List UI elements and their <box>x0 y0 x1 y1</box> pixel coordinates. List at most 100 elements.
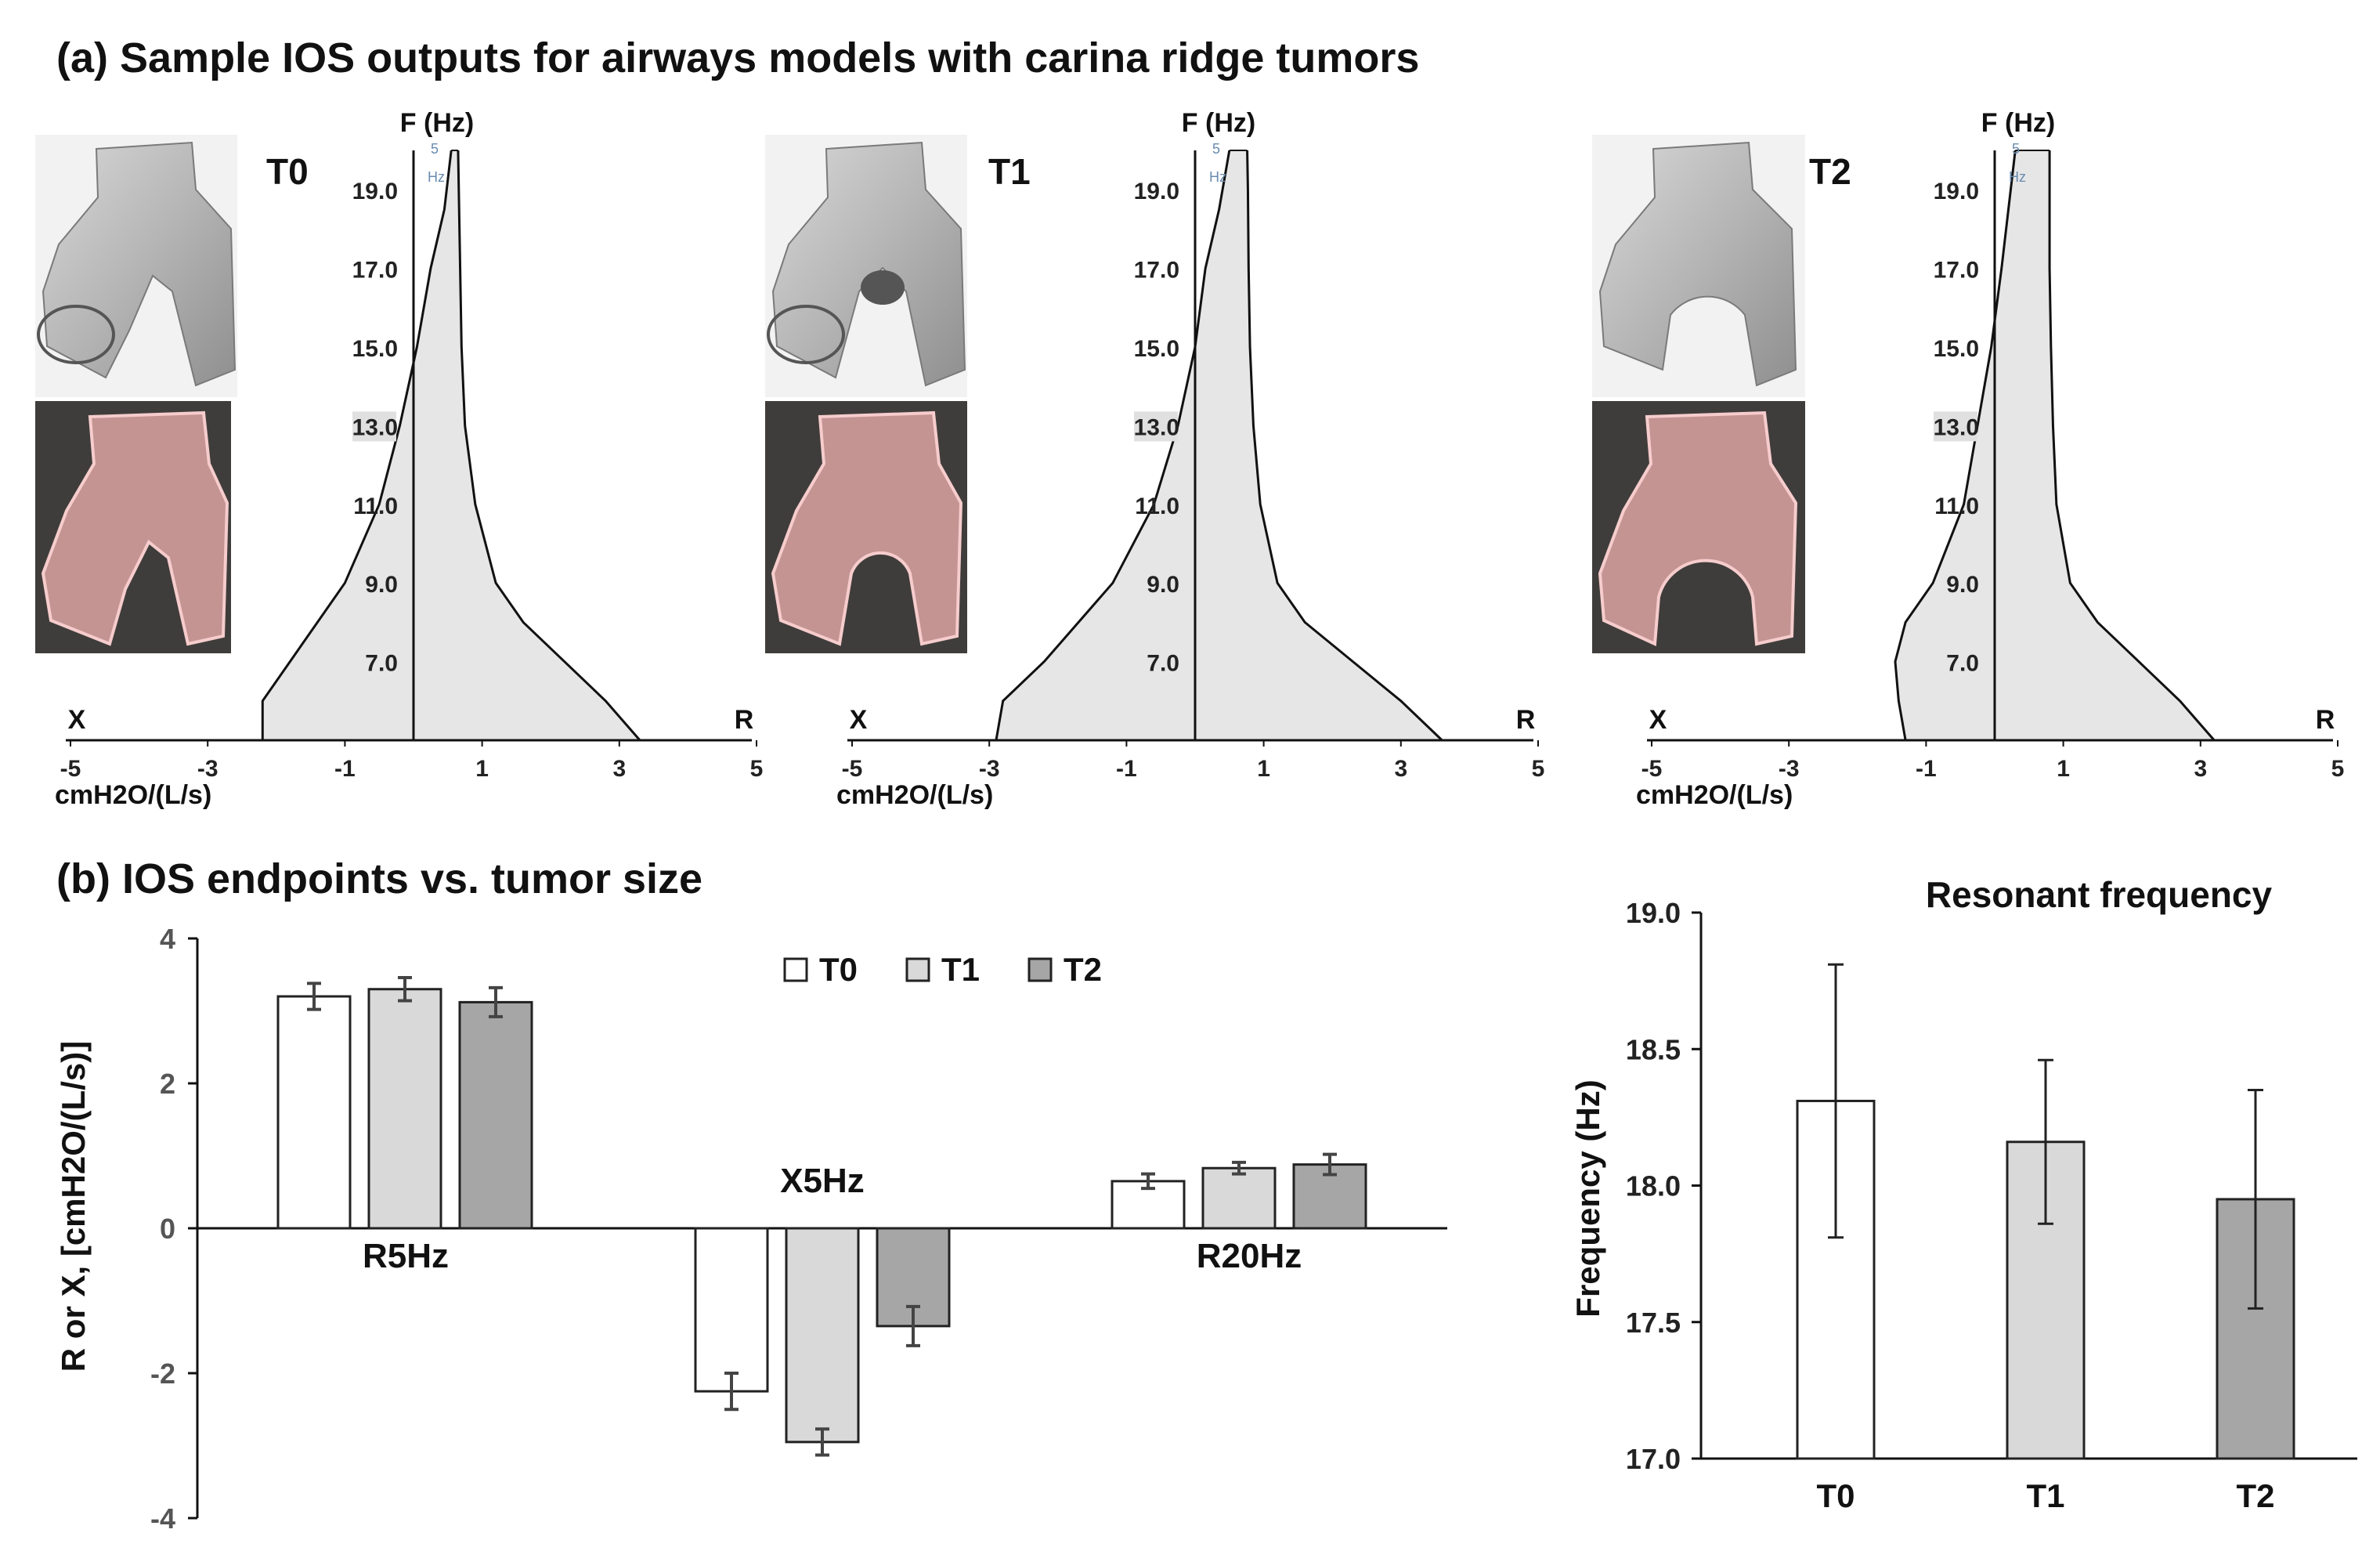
ios-r-label: R <box>735 705 754 735</box>
ios-hz-mark: Hz <box>428 169 445 185</box>
ios-five-mark: 5 <box>431 141 439 157</box>
endpoints-bar-chart: 4 2 0 -2 -4 R5Hz X5Hz R20Hz T0 T1 T2 <box>150 923 1447 1535</box>
endpoints-y-axis-label: R or X, [cmH2O/(L/s)] <box>55 1041 92 1372</box>
endpoints-bar <box>367 988 442 1230</box>
resonant-category-label: T1 <box>2026 1477 2064 1514</box>
resonant-y-tick: 18.5 <box>1626 1033 1681 1065</box>
ios-x-tick: -3 <box>979 756 1000 782</box>
ios-x-curve <box>995 150 1231 741</box>
ios-x-tick: 1 <box>475 756 489 782</box>
ios-x-tick: -3 <box>1779 756 1800 782</box>
ios-model-tag: T2 <box>1809 151 1851 192</box>
airway-model-t1 <box>765 135 967 653</box>
ios-x-tick: 3 <box>612 756 626 782</box>
endpoints-y-tick: -4 <box>150 1502 175 1535</box>
ios-x-curve <box>261 150 453 740</box>
ios-area <box>995 150 1443 740</box>
ios-f-tick: 17.0 <box>1934 258 1979 284</box>
ios-x-tick: 3 <box>1394 756 1407 782</box>
resonant-bar-chart: 19.0 18.5 18.0 17.5 17.0 T0 T1 T2 <box>1626 897 2357 1514</box>
endpoints-category-label: X5Hz <box>780 1162 865 1200</box>
ios-x-label: X <box>850 705 868 735</box>
airway-surface-shape <box>771 141 966 387</box>
endpoints-bar <box>1201 1166 1277 1230</box>
resonant-title: Resonant frequency <box>1926 874 2273 915</box>
endpoints-bar <box>1292 1163 1367 1230</box>
ios-f-tick: 15.0 <box>1934 336 1979 362</box>
ios-unit-label: cmH2O/(L/s) <box>1636 780 1793 810</box>
ios-x-tick: -5 <box>1641 756 1663 782</box>
ios-x-tick: -1 <box>1916 756 1937 782</box>
ios-area <box>262 150 641 740</box>
ios-f-tick: 9.0 <box>365 572 398 598</box>
ios-x-curve <box>1894 150 2017 741</box>
resonant-y-tick: 18.0 <box>1626 1170 1681 1202</box>
airway-model-t0 <box>35 135 237 653</box>
airway-render-shape <box>41 410 229 646</box>
legend-label: T1 <box>941 951 980 988</box>
ios-model-tag: T0 <box>266 151 309 192</box>
legend-label: T0 <box>819 951 858 988</box>
legend-swatch <box>905 957 930 982</box>
legend-swatch <box>783 957 808 982</box>
ios-f-tick: 7.0 <box>365 651 398 677</box>
ios-x-tick: -5 <box>60 756 81 782</box>
ios-x-tick: 3 <box>2194 756 2207 782</box>
ios-x-tick: 1 <box>2057 756 2070 782</box>
resonant-y-tick: 17.0 <box>1626 1443 1681 1475</box>
ios-f-axis-label: F (Hz) <box>1182 108 1255 138</box>
ios-f-tick: 13.0 <box>352 414 398 440</box>
ios-f-tick: 19.0 <box>352 179 398 204</box>
panel-b-title: (b) IOS endpoints vs. tumor size <box>56 855 702 902</box>
airway-model-t2 <box>1592 135 1805 653</box>
ios-f-tick: 17.0 <box>352 258 398 284</box>
ios-r-curve <box>457 150 641 741</box>
ios-x-tick: -1 <box>334 756 356 782</box>
endpoints-bar <box>694 1227 769 1393</box>
ios-x-tick: 5 <box>2331 756 2345 782</box>
airway-surface-shape <box>1598 141 1797 387</box>
endpoints-bar <box>458 1000 533 1230</box>
legend-swatch <box>1027 957 1053 982</box>
ios-area <box>1894 150 2215 740</box>
ios-f-tick: 9.0 <box>1946 572 1979 598</box>
ios-f-axis-label: F (Hz) <box>1981 108 2055 138</box>
ios-tick-highlight <box>1934 411 1977 442</box>
resonant-y-tick: 17.5 <box>1626 1307 1681 1339</box>
ios-r-curve <box>1246 150 1443 742</box>
carina-tumor-shadow <box>861 270 905 305</box>
endpoints-category-label: R5Hz <box>363 1237 449 1275</box>
ios-tick-highlight <box>1134 411 1178 442</box>
ios-x-tick: -3 <box>197 756 218 782</box>
ios-x-tick: 5 <box>750 756 764 782</box>
ios-unit-label: cmH2O/(L/s) <box>836 780 993 810</box>
ios-x-tick: 1 <box>1257 756 1270 782</box>
ios-f-tick: 11.0 <box>1135 494 1179 519</box>
ios-five-mark: 5 <box>1212 141 1220 157</box>
ios-x-label: X <box>68 705 86 735</box>
ios-unit-label: cmH2O/(L/s) <box>55 780 211 810</box>
ios-hz-mark: Hz <box>1209 169 1226 185</box>
endpoints-y-tick: 2 <box>160 1068 175 1100</box>
ios-r-label: R <box>1516 705 1536 735</box>
ios-five-mark: 5 <box>2012 141 2020 157</box>
resonant-category-label: T0 <box>1816 1477 1855 1514</box>
ios-f-tick: 19.0 <box>1134 179 1179 204</box>
airway-render-shape <box>1598 410 1798 647</box>
ios-f-tick: 9.0 <box>1147 572 1179 598</box>
ios-x-tick: -5 <box>842 756 863 782</box>
endpoints-bar <box>276 995 352 1230</box>
airway-surface-shape <box>42 141 237 387</box>
ios-f-tick: 13.0 <box>1134 414 1179 440</box>
ios-f-tick: 7.0 <box>1147 651 1179 677</box>
endpoints-bar <box>785 1227 860 1444</box>
ios-chart-t0: 19.0 17.0 15.0 13.0 11.0 9.0 7.0 -5 -3 -1 1 3 5 F (Hz… <box>55 108 763 810</box>
endpoints-y-tick: 0 <box>160 1213 175 1245</box>
airway-opening <box>767 305 845 364</box>
ios-r-curve <box>2048 150 2216 741</box>
ios-f-tick: 13.0 <box>1934 414 1979 440</box>
ios-f-tick: 7.0 <box>1946 651 1979 677</box>
ios-f-axis-label: F (Hz) <box>400 108 474 138</box>
ios-f-tick: 15.0 <box>1134 336 1179 362</box>
